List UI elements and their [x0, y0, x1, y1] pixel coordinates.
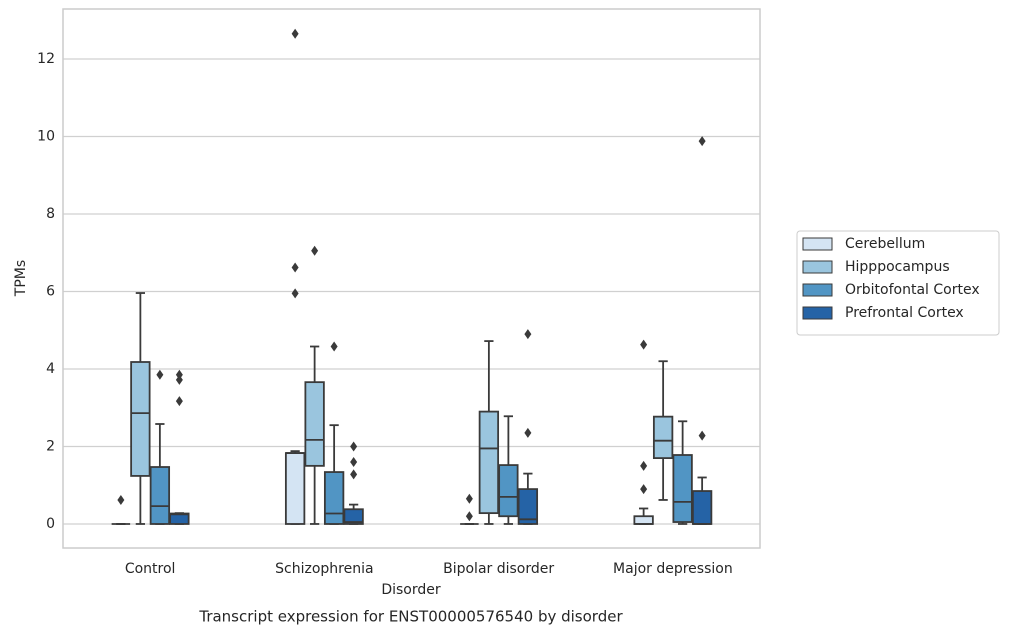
y-tick-label: 10 — [37, 128, 55, 144]
outlier — [350, 469, 358, 480]
y-tick-label: 6 — [46, 283, 55, 299]
outlier — [175, 369, 183, 380]
outlier — [465, 493, 473, 504]
legend-label: Hipppocampus — [845, 259, 950, 275]
legend-swatch — [802, 260, 833, 274]
chart-title: Transcript expression for ENST0000057654… — [198, 608, 623, 626]
box — [517, 488, 539, 525]
outlier — [156, 369, 164, 380]
x-tick-label: Schizophrenia — [275, 561, 373, 577]
outlier — [291, 288, 299, 299]
outlier — [640, 460, 648, 471]
outlier — [291, 262, 299, 273]
outlier — [465, 511, 473, 522]
outlier — [698, 136, 706, 147]
legend-label: Orbitofontal Cortex — [845, 282, 980, 298]
box — [304, 381, 325, 467]
legend-label: Prefrontal Cortex — [845, 305, 964, 321]
legend-frame — [796, 230, 1000, 336]
box — [498, 464, 519, 518]
box — [130, 361, 151, 477]
x-tick-label: Bipolar disorder — [443, 561, 554, 577]
outlier — [291, 28, 299, 39]
y-tick-label: 0 — [46, 516, 55, 532]
box — [149, 466, 171, 525]
outlier — [311, 245, 319, 256]
box — [652, 415, 674, 460]
legend-label: Cerebellum — [845, 236, 925, 252]
legend: Cerebellum Hipppocampus Orbitofontal Corte… — [796, 230, 1000, 336]
x-tick-label: Control — [125, 561, 176, 577]
box — [478, 410, 500, 515]
outlier — [117, 494, 125, 505]
box — [691, 490, 713, 525]
outlier — [330, 341, 338, 352]
x-tick-label: Major depression — [613, 561, 733, 577]
box — [633, 515, 654, 525]
box — [323, 471, 345, 525]
outlier — [698, 430, 706, 441]
legend-swatch — [802, 306, 833, 320]
outlier — [175, 396, 183, 407]
box — [284, 452, 306, 525]
y-tick-label: 12 — [37, 51, 55, 67]
outlier — [350, 456, 358, 467]
outlier — [350, 441, 358, 452]
y-tick-label: 2 — [46, 438, 55, 454]
outlier — [640, 339, 648, 350]
y-tick-label: 4 — [46, 361, 55, 377]
box — [343, 508, 364, 525]
y-tick-label: 8 — [46, 206, 55, 222]
legend-swatch — [802, 237, 833, 251]
outlier — [524, 427, 532, 438]
outlier — [640, 484, 648, 495]
y-axis-label: TPMs — [13, 260, 29, 297]
outlier — [175, 374, 183, 385]
box — [672, 454, 693, 523]
legend-swatch — [802, 283, 833, 297]
plot-frame — [62, 8, 761, 549]
x-axis-label: Disorder — [381, 582, 441, 598]
outlier — [524, 329, 532, 340]
